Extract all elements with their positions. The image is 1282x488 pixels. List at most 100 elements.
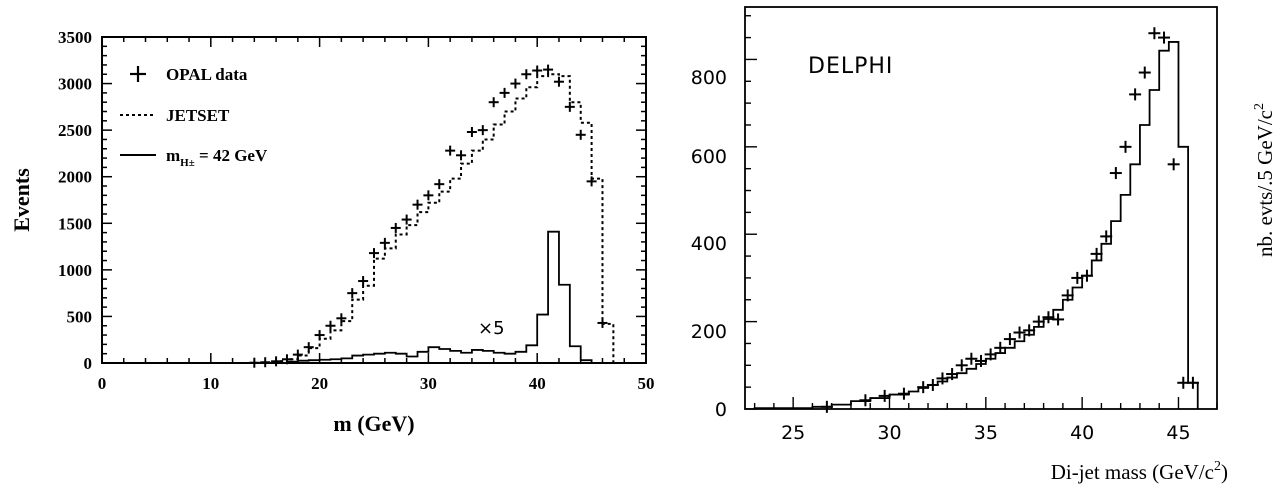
opal-y-tick-label: 1500: [58, 214, 92, 233]
legend-label-mh: mH± = 42 GeV: [166, 146, 268, 169]
delphi-data-point: [965, 352, 978, 365]
delphi-panel: 25 30 35 40 45 0 200 400 600 800 Di-jet …: [691, 6, 1277, 484]
delphi-y-tick-label: 800: [691, 67, 727, 89]
mh-signal-histogram: [286, 230, 593, 363]
opal-data-point: [586, 176, 597, 187]
delphi-x-axis-title: Di-jet mass (GeV/c2): [1051, 459, 1228, 484]
opal-plot-frame: [101, 36, 647, 364]
delphi-data-point: [955, 359, 968, 372]
delphi-data-point: [1003, 333, 1016, 346]
opal-data-point: [445, 145, 456, 156]
legend-mh-rest: = 42 GeV: [195, 146, 268, 165]
legend-label-jetset: JETSET: [166, 106, 230, 125]
opal-data-point: [499, 87, 510, 98]
opal-y-tick-label: 2000: [58, 168, 92, 187]
delphi-y-axis-title: nb. evts/.5 GeV/c2: [1252, 103, 1277, 257]
jetset-dotted-histogram: [275, 73, 615, 363]
opal-x-axis-title: m (GeV): [333, 411, 414, 436]
delphi-data-point: [1061, 289, 1074, 302]
delphi-x-title-sup: 2: [1214, 459, 1221, 474]
delphi-x-tick-label: 45: [1166, 422, 1190, 444]
delphi-data-point: [1158, 31, 1171, 44]
opal-y-axis-title: Events: [9, 168, 34, 232]
delphi-x-tick-label: 25: [781, 422, 805, 444]
opal-data-point: [325, 320, 336, 331]
delphi-data-point: [975, 354, 987, 367]
opal-data-point: [532, 65, 543, 76]
delphi-data-point: [1100, 230, 1113, 243]
opal-y-tick-label: 3500: [58, 28, 92, 47]
opal-data-point: [466, 127, 477, 138]
opal-y-tick-label: 500: [67, 307, 93, 326]
opal-x-tick-labels: 0 10 20 30 40 50: [98, 374, 655, 393]
opal-data-point: [521, 69, 532, 80]
opal-data-point: [597, 317, 608, 328]
opal-x-tick-label: 10: [202, 374, 219, 393]
opal-data-point: [347, 288, 358, 299]
opal-tick-marks: [101, 36, 647, 364]
delphi-data-point: [926, 378, 939, 391]
delphi-data-point: [859, 394, 872, 407]
opal-data-point: [423, 190, 434, 201]
opal-y-tick-label: 3000: [58, 75, 92, 94]
opal-data-point: [260, 357, 271, 368]
delphi-data-point: [994, 341, 1007, 354]
opal-x-tick-label: 50: [638, 374, 655, 393]
delphi-data-point: [1148, 27, 1161, 40]
opal-data-point: [369, 248, 379, 259]
opal-data-point: [292, 349, 303, 360]
opal-legend: OPAL data JETSET mH± = 42 GeV: [120, 65, 268, 169]
delphi-series-group: [753, 27, 1199, 413]
opal-data-point: [456, 150, 467, 161]
delphi-data-point: [1090, 247, 1103, 260]
opal-data-point: [379, 237, 390, 248]
opal-panel: 0 10 20 30 40 50 0 500 1000 1500 2000 25…: [9, 28, 655, 436]
opal-data-point: [543, 64, 554, 75]
delphi-data-point: [1129, 88, 1142, 101]
opal-data-point: [401, 214, 412, 225]
opal-x-tick-label: 40: [529, 374, 546, 393]
delphi-x-tick-labels: 25 30 35 40 45: [781, 422, 1190, 444]
delphi-data-point: [878, 389, 891, 402]
delphi-x-title-end: ): [1221, 460, 1228, 484]
delphi-data-point: [1013, 326, 1026, 339]
delphi-data-point: [1080, 269, 1093, 282]
delphi-data-point: [1167, 158, 1180, 171]
opal-data-point: [390, 222, 401, 233]
delphi-data-point: [984, 348, 997, 361]
delphi-y-tick-label: 200: [691, 321, 727, 343]
delphi-data-point: [820, 400, 833, 413]
opal-data-point: [303, 342, 314, 353]
legend-mh-sub: H±: [180, 157, 195, 169]
delphi-data-point: [1119, 140, 1132, 153]
delphi-x-tick-label: 30: [877, 422, 901, 444]
opal-scale-annotation: ×5: [478, 318, 505, 339]
delphi-y-tick-label: 600: [691, 146, 727, 168]
opal-y-tick-label: 1000: [58, 261, 92, 280]
opal-data-point: [336, 313, 347, 324]
opal-data-point: [412, 199, 423, 210]
delphi-y-tick-label: 400: [691, 233, 727, 255]
opal-data-point: [488, 97, 499, 108]
opal-y-tick-labels: 0 500 1000 1500 2000 2500 3000 3500: [58, 28, 92, 373]
delphi-y-tick-labels: 0 200 400 600 800: [691, 67, 727, 421]
delphi-y-title-sup: 2: [1252, 103, 1267, 110]
delphi-data-point: [1023, 324, 1036, 337]
delphi-tick-marks: [745, 15, 1218, 410]
delphi-data-point: [1071, 271, 1084, 284]
delphi-x-tick-label: 35: [974, 422, 998, 444]
delphi-data-point: [1186, 376, 1199, 389]
delphi-data-point: [897, 387, 910, 400]
opal-data-point: [249, 357, 260, 368]
delphi-x-title-main: Di-jet mass (GeV/c: [1051, 460, 1214, 484]
delphi-y-title-main: nb. evts/.5 GeV/c: [1253, 110, 1277, 257]
opal-x-tick-label: 30: [420, 374, 437, 393]
delphi-data-point: [1109, 167, 1122, 180]
opal-data-point: [358, 276, 369, 287]
opal-y-tick-label: 2500: [58, 121, 92, 140]
legend-cross-marker: [130, 66, 146, 82]
delphi-experiment-label: DELPHI: [808, 54, 893, 79]
opal-y-tick-label: 0: [84, 354, 93, 373]
opal-data-point: [564, 101, 575, 112]
